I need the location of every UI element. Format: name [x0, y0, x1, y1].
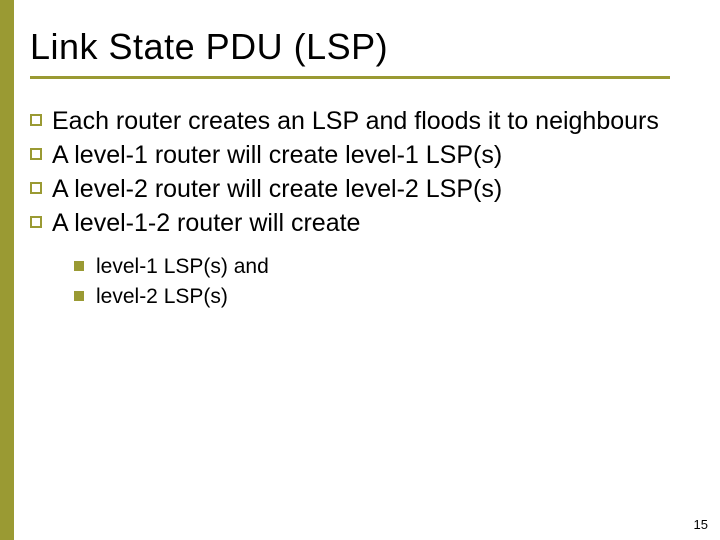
list-item: Each router creates an LSP and floods it…	[30, 105, 670, 137]
slide-content: Link State PDU (LSP) Each router creates…	[30, 26, 690, 314]
list-item: A level-1 router will create level-1 LSP…	[30, 139, 670, 171]
bullet-text: A level-1-2 router will create	[52, 207, 360, 239]
bullet-text: A level-2 router will create level-2 LSP…	[52, 173, 502, 205]
list-item: A level-1-2 router will create	[30, 207, 670, 239]
list-item: A level-2 router will create level-2 LSP…	[30, 173, 670, 205]
slide-number: 15	[694, 517, 708, 532]
sub-bullet-list: level-1 LSP(s) and level-2 LSP(s)	[74, 253, 670, 311]
bullet-text: A level-1 router will create level-1 LSP…	[52, 139, 502, 171]
square-filled-icon	[74, 291, 84, 301]
list-item: level-2 LSP(s)	[74, 283, 670, 310]
sub-bullet-text: level-1 LSP(s) and	[96, 253, 269, 280]
square-outline-icon	[30, 182, 42, 194]
square-filled-icon	[74, 261, 84, 271]
bullet-text: Each router creates an LSP and floods it…	[52, 105, 659, 137]
bullet-list: Each router creates an LSP and floods it…	[30, 105, 670, 311]
sub-bullet-text: level-2 LSP(s)	[96, 283, 228, 310]
side-strip	[0, 0, 14, 540]
square-outline-icon	[30, 216, 42, 228]
page-title: Link State PDU (LSP)	[30, 26, 690, 68]
square-outline-icon	[30, 148, 42, 160]
list-item: level-1 LSP(s) and	[74, 253, 670, 280]
square-outline-icon	[30, 114, 42, 126]
title-underline	[30, 76, 670, 79]
